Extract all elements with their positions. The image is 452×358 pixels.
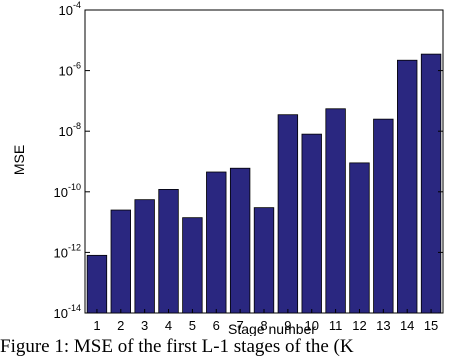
bar-stage-10 [301,133,322,314]
bar-stage-11 [325,108,346,314]
x-tick-label: 4 [165,318,172,333]
x-tick-label: 1 [93,318,100,333]
y-tick-label: 10-14 [54,303,81,321]
bar-stage-7 [229,167,251,314]
bar-stage-5 [182,217,203,314]
x-tick-label: 2 [117,318,124,333]
x-tick-label: 6 [213,318,220,333]
x-tick-label: 10 [304,318,318,333]
x-axis-label: Stage number [228,321,316,336]
x-axis-ticks: 1 2 3 4 5 6 7 8 9 10 11 12 13 14 15 [93,309,438,333]
figure-caption: Figure 1: MSE of the first L-1 stages of… [0,336,354,357]
bar-stage-14 [397,59,418,314]
bars-group [86,53,442,314]
y-tick-label: 10-12 [54,242,81,260]
x-tick-label: 13 [376,318,390,333]
y-tick-label: 10-10 [54,182,81,200]
bar-stage-2 [110,209,131,314]
x-tick-label: 9 [284,318,291,333]
bar-stage-6 [206,171,227,314]
x-tick-label: 14 [400,318,414,333]
bar-stage-1 [86,254,108,314]
bar-stage-4 [158,189,179,314]
y-tick-label: 10-4 [59,0,81,18]
bar-stage-9 [277,114,299,314]
y-tick-label: 10-8 [59,121,81,139]
x-tick-label: 12 [352,318,366,333]
x-tick-label: 8 [260,318,267,333]
x-tick-label: 7 [237,318,244,333]
x-tick-label: 11 [329,318,343,333]
x-tick-label: 5 [189,318,196,333]
y-axis-ticks: 10-14 10-12 10-10 10-8 10-6 10-4 [54,0,443,321]
x-tick-label: 3 [141,318,148,333]
x-tick-label: 15 [424,318,438,333]
y-tick-label: 10-6 [59,61,81,79]
bar-stage-3 [134,199,155,314]
bar-stage-12 [349,162,370,314]
bar-stage-15 [420,53,442,314]
bar-stage-13 [373,118,394,314]
y-axis-label: MSE [11,145,27,175]
bar-stage-8 [253,207,275,314]
